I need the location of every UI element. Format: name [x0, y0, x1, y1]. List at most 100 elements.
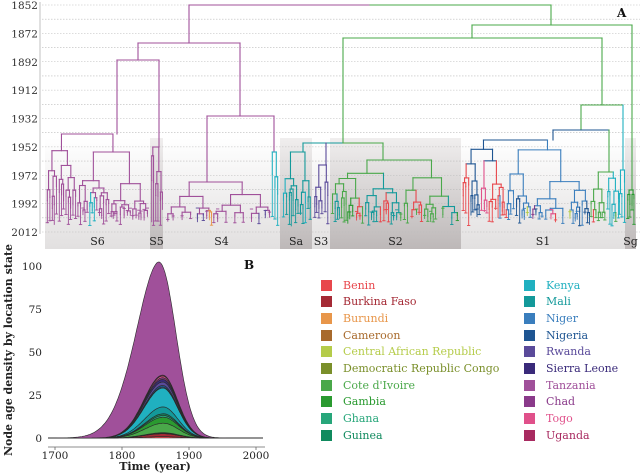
- legend-swatch: [321, 363, 332, 374]
- x-tick-label: 1800: [109, 450, 136, 462]
- legend-swatch: [321, 279, 332, 291]
- legend-swatch: [524, 379, 535, 391]
- legend-item: Tanzania: [524, 378, 596, 392]
- legend-label: Burundi: [343, 311, 389, 325]
- legend-label: Central African Republic: [343, 345, 482, 359]
- density-chart: 1700 1800 1900 2000 0 25 50 75 100: [22, 261, 269, 462]
- legend-label: Niger: [546, 311, 578, 325]
- legend-swatch: [321, 346, 332, 358]
- year-tick-label: 1992: [11, 199, 38, 211]
- year-tick-label: 1852: [11, 0, 38, 12]
- x-tick-label: 1900: [176, 450, 203, 462]
- legend-label: Kenya: [546, 278, 581, 292]
- y-tick-label: 0: [35, 433, 42, 445]
- clade-labels: S6 S5 S4 Sa S3 S2 S1 Sg: [90, 235, 638, 248]
- y-tick-label: 100: [22, 261, 42, 273]
- y-tick-label: 75: [29, 304, 42, 316]
- legend-label: Gambia: [343, 395, 386, 409]
- legend-label: Rwanda: [546, 345, 591, 359]
- panel-b-label: B: [244, 258, 254, 272]
- legend-swatch: [321, 413, 332, 425]
- legend-item: Uganda: [524, 428, 590, 442]
- legend-item: Central African Republic: [321, 345, 481, 359]
- legend-swatch: [524, 296, 535, 308]
- clade-label-s1: S1: [536, 235, 551, 248]
- legend-swatch: [321, 379, 332, 391]
- legend-swatch: [321, 329, 332, 341]
- y-tick-label: 25: [29, 390, 42, 402]
- clade-band: [45, 138, 150, 249]
- clade-band: [163, 138, 280, 249]
- clade-label-s3: S3: [314, 235, 329, 248]
- legend-label: Ghana: [343, 412, 380, 426]
- clade-bands: [45, 138, 636, 249]
- legend-item: Democratic Republic Congo: [321, 362, 499, 376]
- clade-label-sa: Sa: [289, 235, 304, 248]
- year-tick-label: 1892: [11, 57, 38, 69]
- legend-item: Burkina Faso: [321, 295, 416, 309]
- legend-label: Democratic Republic Congo: [343, 362, 500, 375]
- legend-swatch: [524, 329, 535, 341]
- clade-label-s4: S4: [214, 235, 229, 248]
- legend-label: Nigeria: [546, 328, 589, 342]
- x-axis-title: Time (year): [119, 460, 191, 473]
- clade-band: [461, 138, 625, 249]
- legend-swatch: [321, 396, 332, 408]
- legend-swatch: [524, 279, 535, 291]
- legend-item: Cameroon: [321, 328, 401, 342]
- legend-label: Tanzania: [546, 378, 596, 392]
- legend-swatch: [524, 413, 535, 425]
- legend-swatch: [524, 396, 535, 408]
- x-tick-label: 1700: [42, 450, 69, 462]
- legend-label: Benin: [343, 278, 376, 292]
- legend-item: Burundi: [321, 311, 388, 325]
- legend-label: Uganda: [546, 428, 590, 442]
- legend-item: Mali: [524, 295, 571, 309]
- year-tick-label: 1912: [11, 85, 38, 97]
- year-gridlines: 1852 1872 1892 1912 1932 1952 1972 1992 2012: [11, 0, 640, 239]
- clade-band: [625, 138, 636, 249]
- clade-label-sg: Sg: [623, 235, 638, 248]
- legend-swatch: [524, 363, 535, 374]
- legend-item: Kenya: [524, 278, 580, 292]
- legend-swatch: [321, 312, 332, 324]
- area-tanzania: [48, 261, 263, 439]
- phylogenetic-tree: [45, 4, 636, 227]
- legend-label: Cameroon: [343, 328, 401, 342]
- legend-item: Gambia: [321, 395, 386, 409]
- legend-item: Togo: [524, 412, 573, 426]
- legend-swatch: [524, 429, 535, 441]
- legend-item: Ghana: [321, 412, 379, 426]
- y-axis-title: Node age density by location state: [2, 244, 15, 456]
- legend-item: Rwanda: [524, 345, 591, 359]
- legend-item: Sierra Leone: [524, 362, 618, 376]
- y-tick-label: 50: [29, 347, 42, 359]
- legend-label: Chad: [546, 395, 576, 409]
- year-tick-label: 1932: [11, 114, 38, 126]
- legend-label: Togo: [546, 412, 573, 426]
- legend-item: Chad: [524, 395, 575, 409]
- clade-label-s6: S6: [90, 235, 105, 248]
- legend-item: Cote d'Ivoire: [321, 378, 415, 392]
- legend-label: Cote d'Ivoire: [343, 378, 415, 392]
- legend-item: Guinea: [321, 428, 383, 442]
- panel-a-label: A: [616, 6, 627, 20]
- year-tick-label: 1872: [11, 28, 38, 40]
- legend-item: Nigeria: [524, 328, 588, 342]
- clade-label-s2: S2: [388, 235, 403, 248]
- legend-swatch: [321, 429, 332, 441]
- legend-swatch: [321, 296, 332, 308]
- year-tick-label: 1972: [11, 170, 38, 182]
- x-tick-label: 2000: [243, 450, 270, 462]
- clade-band: [330, 138, 461, 249]
- clade-label-s5: S5: [149, 235, 164, 248]
- legend-swatch: [524, 312, 535, 324]
- legend-item: Niger: [524, 311, 578, 325]
- legend-label: Mali: [546, 295, 571, 309]
- year-tick-label: 2012: [11, 227, 38, 239]
- legend-label: Guinea: [343, 428, 383, 442]
- legend-swatch: [524, 346, 535, 358]
- legend-item: Benin: [321, 278, 375, 292]
